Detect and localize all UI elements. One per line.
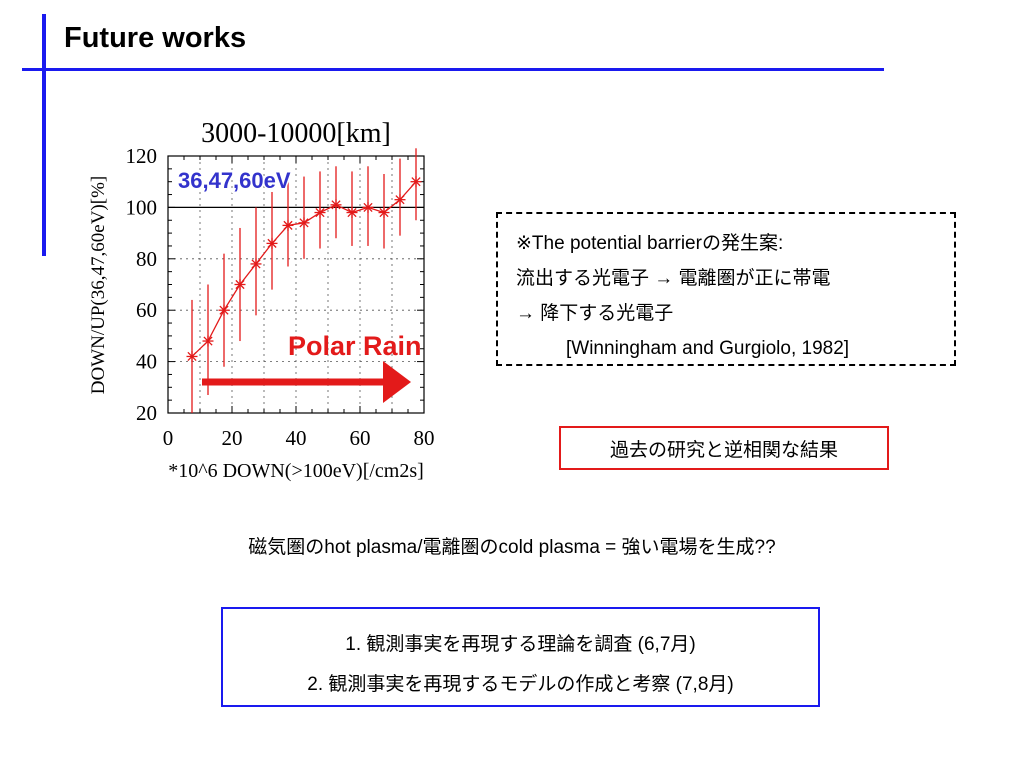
marker-stroke bbox=[363, 202, 373, 212]
polar-rain-label: Polar Rain bbox=[288, 331, 422, 361]
y-tick-label: 20 bbox=[136, 401, 157, 425]
data-point bbox=[394, 194, 406, 206]
data-point bbox=[378, 207, 390, 219]
marker-stroke bbox=[411, 177, 421, 187]
x-tick-label: 20 bbox=[222, 426, 243, 450]
data-point bbox=[266, 237, 278, 249]
y-tick-label: 100 bbox=[126, 195, 158, 219]
x-tick-label: 0 bbox=[163, 426, 174, 450]
marker-stroke bbox=[379, 207, 389, 218]
data-point bbox=[202, 335, 214, 347]
data-point bbox=[362, 201, 374, 213]
marker-stroke bbox=[283, 220, 293, 230]
data-series bbox=[186, 148, 422, 413]
x-tick-label: 80 bbox=[414, 426, 435, 450]
data-point bbox=[218, 304, 230, 316]
x-tick-label: 40 bbox=[286, 426, 307, 450]
data-point bbox=[410, 176, 422, 188]
note-line-1: ※The potential barrierの発生案: bbox=[516, 233, 784, 254]
axis-ticks bbox=[167, 155, 425, 414]
marker-stroke bbox=[187, 351, 197, 362]
marker-stroke bbox=[315, 207, 325, 218]
chart-grid bbox=[168, 156, 424, 413]
note-reference: [Winningham and Gurgiolo, 1982] bbox=[566, 338, 850, 359]
series-label: 36,47,60eV bbox=[178, 168, 291, 193]
marker-stroke bbox=[395, 195, 405, 205]
marker-stroke bbox=[267, 238, 277, 248]
plan-item-1: 1. 観測事実を再現する理論を調査 (6,7月) bbox=[345, 634, 696, 655]
y-tick-label: 60 bbox=[136, 298, 157, 322]
data-point bbox=[298, 217, 310, 229]
plan-box: 1. 観測事実を再現する理論を調査 (6,7月) 2. 観測事実を再現するモデル… bbox=[221, 607, 820, 707]
data-point bbox=[314, 207, 326, 219]
data-point bbox=[250, 258, 262, 270]
y-axis-label: DOWN/UP(36,47,60eV)[%] bbox=[88, 176, 109, 394]
marker-stroke bbox=[203, 336, 213, 346]
x-tick-label: 60 bbox=[350, 426, 371, 450]
question-line: 磁気圏のhot plasma/電離圏のcold plasma = 強い電場を生成… bbox=[248, 537, 776, 558]
note-line-3: → 降下する光電子 bbox=[516, 303, 674, 324]
marker-stroke bbox=[299, 218, 309, 228]
data-point bbox=[234, 279, 246, 290]
data-point bbox=[346, 207, 358, 219]
result-text: 過去の研究と逆相関な結果 bbox=[609, 439, 838, 461]
marker-stroke bbox=[347, 207, 357, 218]
x-axis-label: *10^6 DOWN(>100eV)[/cm2s] bbox=[168, 460, 424, 482]
potential-barrier-note: ※The potential barrierの発生案: 流出する光電子 → 電離… bbox=[496, 212, 956, 366]
note-line-2: 流出する光電子 → 電離圏が正に帯電 bbox=[516, 268, 831, 289]
result-box: 過去の研究と逆相関な結果 bbox=[559, 426, 889, 470]
plan-item-2: 2. 観測事実を再現するモデルの作成と考察 (7,8月) bbox=[307, 674, 734, 695]
y-tick-label: 40 bbox=[136, 350, 157, 374]
y-tick-label: 120 bbox=[126, 144, 158, 168]
slide-title: Future works bbox=[64, 22, 247, 54]
data-point bbox=[330, 199, 342, 211]
marker-stroke bbox=[235, 279, 245, 290]
marker-stroke bbox=[251, 259, 261, 269]
marker-stroke bbox=[219, 305, 229, 315]
title-accent-vertical-line bbox=[42, 14, 46, 256]
data-point bbox=[186, 350, 198, 362]
plot-frame bbox=[167, 155, 425, 414]
chart-title: 3000-10000[km] bbox=[201, 118, 391, 149]
title-accent-horizontal-line bbox=[22, 68, 884, 71]
y-tick-label: 80 bbox=[136, 247, 157, 271]
marker-stroke bbox=[331, 200, 341, 210]
data-point bbox=[282, 219, 294, 231]
